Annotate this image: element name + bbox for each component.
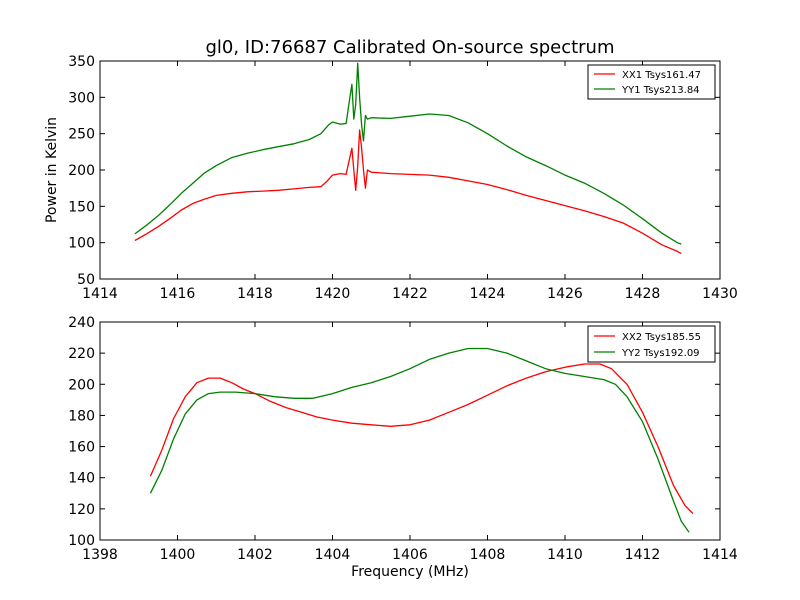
- bottom-x-tick-label: 1408: [470, 547, 506, 563]
- bottom-x-tick-label: 1412: [625, 547, 661, 563]
- bottom-axis-ticks: 1398 1400 1402 1404 1406 1408 1410 1412 1414 100 1…: [68, 315, 738, 563]
- bottom-legend: XX2 Tsys185.55 YY2 Tsys192.09: [587, 325, 716, 363]
- top-x-tick-label: 1420: [315, 286, 351, 302]
- top-y-tick-label: 250: [68, 127, 95, 143]
- top-x-tick-label: 1430: [702, 286, 738, 302]
- bottom-y-tick-label: 140: [68, 471, 95, 487]
- top-series-line-1: [134, 62, 682, 245]
- bottom-y-tick-label: 100: [68, 533, 95, 549]
- legend-label-yy2: YY2 Tsys192.09: [621, 348, 700, 359]
- bottom-x-tick-label: 1398: [82, 547, 118, 563]
- bottom-legend-box: [587, 325, 716, 363]
- bottom-x-tick-label: 1406: [392, 547, 428, 563]
- bottom-x-tick-label: 1410: [547, 547, 583, 563]
- legend-label-yy1: YY1 Tsys213.84: [621, 85, 700, 96]
- top-y-tick-label: 150: [68, 199, 95, 215]
- top-legend-box: [587, 64, 716, 100]
- bottom-y-tick-label: 120: [68, 502, 95, 518]
- bottom-y-tick-label: 240: [68, 315, 95, 331]
- bottom-chart: 1398 1400 1402 1404 1406 1408 1410 1412 1414 100 1…: [68, 315, 738, 580]
- bottom-y-tick-label: 180: [68, 408, 95, 424]
- top-y-tick-label: 300: [68, 90, 95, 106]
- bottom-plot-area: [149, 347, 694, 533]
- top-y-axis-label: Power in Kelvin: [44, 117, 60, 223]
- bottom-x-tick-label: 1414: [702, 547, 738, 563]
- bottom-x-tick-label: 1402: [237, 547, 273, 563]
- top-x-tick-label: 1424: [470, 286, 506, 302]
- top-chart: gl0, ID:76687 Calibrated On-source spect…: [44, 37, 738, 302]
- legend-label-xx1: XX1 Tsys161.47: [622, 70, 701, 81]
- top-y-tick-label: 50: [77, 272, 95, 288]
- top-y-tick-label: 200: [68, 163, 95, 179]
- top-plot-area: [134, 62, 682, 255]
- bottom-y-tick-label: 220: [68, 346, 95, 362]
- top-x-tick-label: 1422: [392, 286, 428, 302]
- bottom-x-tick-label: 1400: [160, 547, 196, 563]
- top-axis-ticks: 1414 1416 1418 1420 1422 1424 1426 1428 1430 50 10…: [68, 54, 738, 302]
- bottom-x-tick-label: 1404: [315, 547, 351, 563]
- bottom-series-line-0: [149, 363, 694, 514]
- top-x-tick-label: 1418: [237, 286, 273, 302]
- top-x-tick-label: 1428: [625, 286, 661, 302]
- top-x-tick-label: 1414: [82, 286, 118, 302]
- bottom-x-axis-label: Frequency (MHz): [351, 564, 469, 580]
- top-y-tick-label: 100: [68, 236, 95, 252]
- top-legend: XX1 Tsys161.47 YY1 Tsys213.84: [587, 64, 716, 100]
- legend-label-xx2: XX2 Tsys185.55: [622, 332, 701, 343]
- top-x-tick-label: 1416: [160, 286, 196, 302]
- top-series-line-0: [134, 129, 682, 255]
- top-x-tick-label: 1426: [547, 286, 583, 302]
- chart-title: gl0, ID:76687 Calibrated On-source spect…: [205, 37, 614, 58]
- bottom-y-tick-label: 160: [68, 440, 95, 456]
- bottom-y-tick-label: 200: [68, 377, 95, 393]
- bottom-series-line-1: [149, 347, 690, 533]
- top-y-tick-label: 350: [68, 54, 95, 70]
